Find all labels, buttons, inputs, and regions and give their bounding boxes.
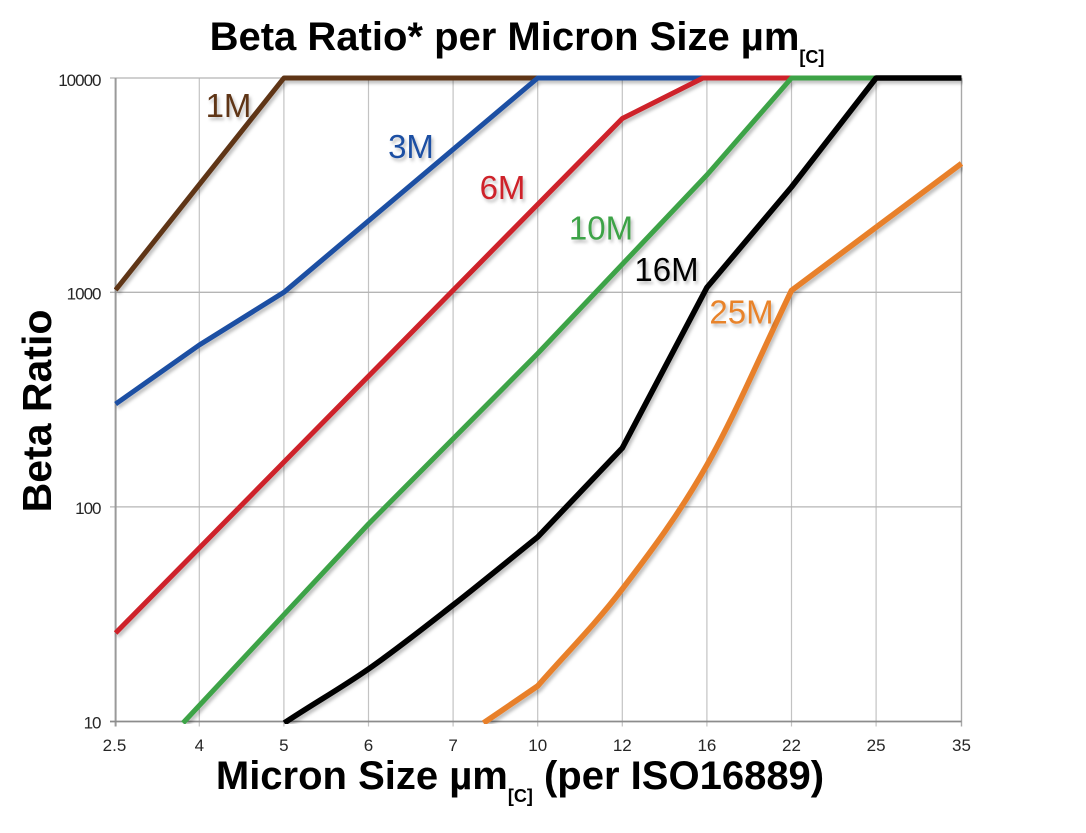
svg-text:7: 7 (448, 736, 457, 755)
svg-text:6: 6 (364, 736, 373, 755)
svg-text:10: 10 (84, 714, 101, 733)
svg-text:1M: 1M (206, 87, 252, 124)
svg-text:10M: 10M (569, 210, 633, 247)
svg-text:12: 12 (613, 736, 632, 755)
svg-text:3M: 3M (388, 128, 434, 165)
svg-text:Beta Ratio* per Micron Size µm: Beta Ratio* per Micron Size µm[C] (210, 15, 825, 67)
svg-text:5: 5 (279, 736, 288, 755)
svg-text:100: 100 (75, 499, 101, 518)
svg-text:25: 25 (867, 736, 886, 755)
svg-text:10000: 10000 (58, 71, 101, 90)
svg-text:35: 35 (952, 736, 971, 755)
svg-text:16M: 16M (634, 251, 698, 288)
svg-text:10: 10 (528, 736, 547, 755)
svg-text:22: 22 (782, 736, 801, 755)
svg-text:Beta Ratio: Beta Ratio (14, 310, 60, 513)
svg-text:2.5: 2.5 (103, 736, 127, 755)
svg-text:6M: 6M (480, 169, 526, 206)
svg-text:4: 4 (195, 736, 204, 755)
svg-text:16: 16 (697, 736, 716, 755)
svg-text:1000: 1000 (67, 285, 101, 304)
svg-text:25M: 25M (709, 294, 773, 331)
